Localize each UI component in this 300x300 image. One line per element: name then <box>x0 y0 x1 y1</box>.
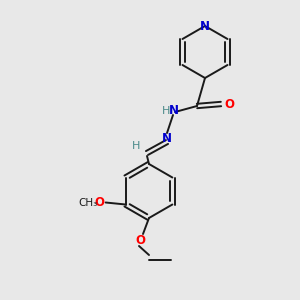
Text: N: N <box>200 20 210 32</box>
Text: N: N <box>162 133 172 146</box>
Text: H: H <box>132 141 140 151</box>
Text: O: O <box>135 233 145 247</box>
Text: H: H <box>162 106 170 116</box>
Text: O: O <box>94 196 105 209</box>
Text: N: N <box>169 104 179 118</box>
Text: CH₃: CH₃ <box>78 197 97 208</box>
Text: O: O <box>224 98 234 110</box>
